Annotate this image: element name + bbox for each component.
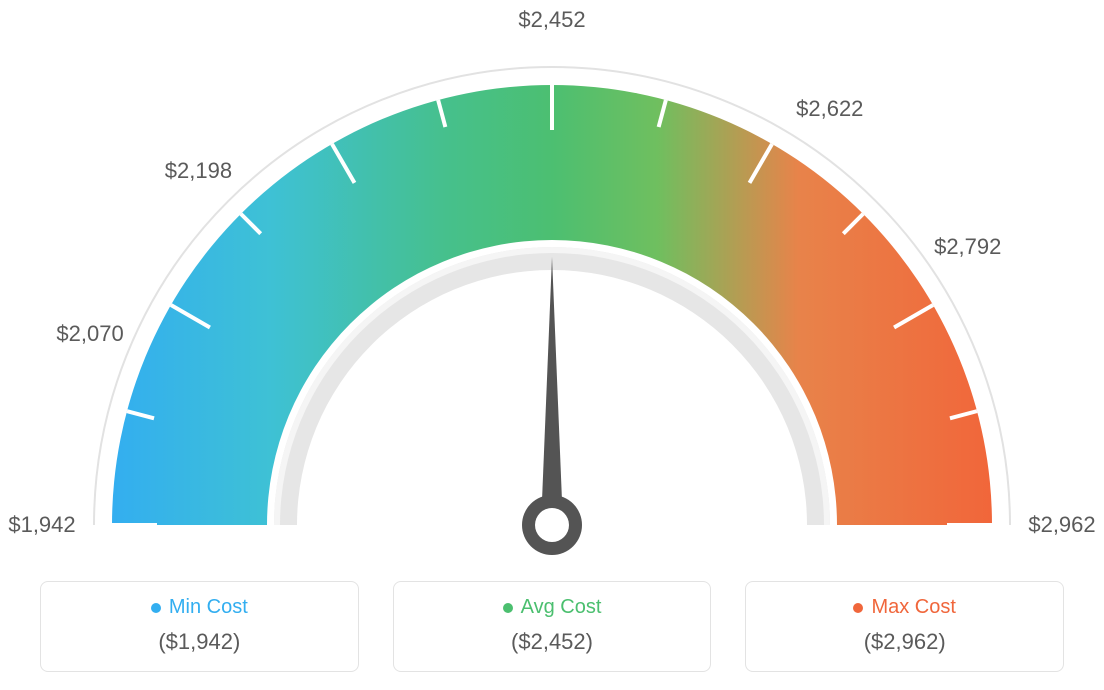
- min-cost-value: ($1,942): [51, 629, 348, 655]
- summary-cards: Min Cost ($1,942) Avg Cost ($2,452) Max …: [0, 581, 1104, 672]
- gauge-tick-label: $2,792: [934, 234, 1001, 260]
- gauge-tick-label: $2,452: [518, 7, 585, 33]
- max-cost-card: Max Cost ($2,962): [745, 581, 1064, 672]
- max-cost-value: ($2,962): [756, 629, 1053, 655]
- gauge-svg: [0, 0, 1104, 560]
- min-cost-card: Min Cost ($1,942): [40, 581, 359, 672]
- avg-cost-value: ($2,452): [404, 629, 701, 655]
- gauge-tick-label: $1,942: [8, 512, 75, 538]
- max-cost-title: Max Cost: [871, 596, 955, 619]
- gauge-container: $1,942 $2,070 $2,198 $2,452 $2,622 $2,792 $2,9…: [0, 0, 1104, 560]
- min-dot-icon: [151, 603, 161, 613]
- max-dot-icon: [853, 603, 863, 613]
- gauge-tick-label: $2,198: [165, 158, 232, 184]
- avg-cost-head: Avg Cost: [404, 596, 701, 619]
- max-cost-head: Max Cost: [756, 596, 1053, 619]
- gauge-tick-label: $2,622: [796, 96, 863, 122]
- gauge-tick-label: $2,070: [56, 321, 123, 347]
- avg-cost-card: Avg Cost ($2,452): [393, 581, 712, 672]
- min-cost-head: Min Cost: [51, 596, 348, 619]
- min-cost-title: Min Cost: [169, 596, 248, 619]
- avg-dot-icon: [503, 603, 513, 613]
- gauge-tick-label: $2,962: [1028, 512, 1095, 538]
- avg-cost-title: Avg Cost: [521, 596, 602, 619]
